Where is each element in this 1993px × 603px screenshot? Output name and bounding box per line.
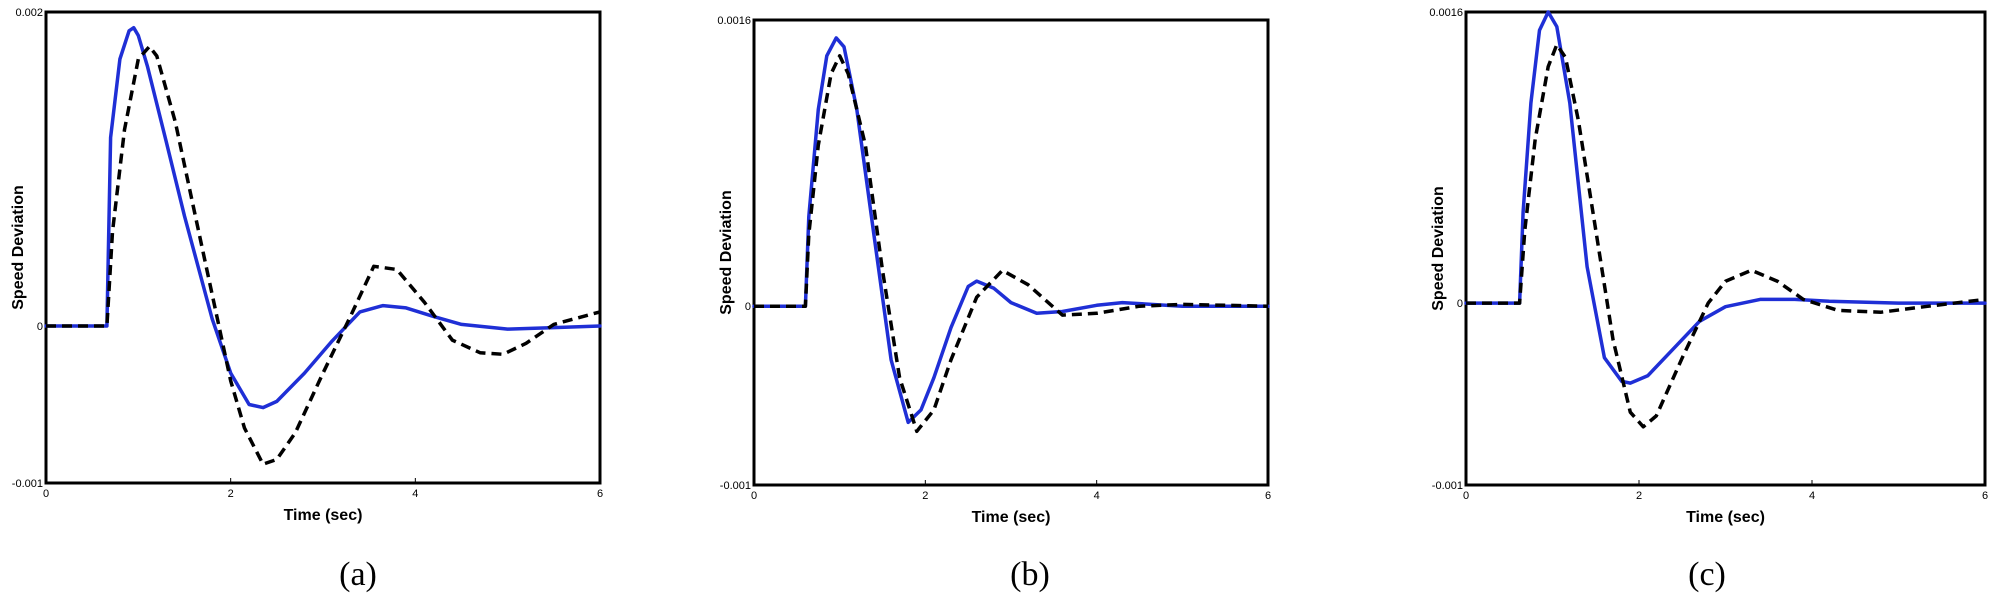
solid-series-line [44,25,602,410]
plot-frame [1464,10,1987,487]
panel-caption: (c) [1688,556,1726,593]
x-axis-label: Time (sec) [1686,509,1765,526]
x-axis-label: Time (sec) [972,509,1051,526]
y-tick-label: -0.001 [720,480,751,492]
x-tick-label: 6 [1982,490,1988,502]
y-tick-label: 0 [37,321,43,333]
x-tick-label: 2 [228,488,234,500]
x-tick-label: 2 [922,490,928,502]
plot-frame [44,10,602,485]
y-tick-label: -0.001 [12,478,43,490]
y-tick-label: -0.001 [1432,480,1463,492]
dashed-series-line [46,44,601,466]
dashed-series-line [754,54,1269,434]
y-tick-label: 0.0016 [717,15,751,27]
dashed-series-line [1466,42,1986,429]
y-axis-label: Speed Deviation [10,185,27,309]
x-tick-label: 4 [1094,490,1100,502]
y-tick-label: 0 [745,301,751,313]
solid-series-line [752,36,1270,425]
x-tick-label: 2 [1636,490,1642,502]
solid-series-line [1464,10,1987,385]
y-axis-label: Speed Deviation [718,190,735,314]
panel-caption: (a) [339,556,377,593]
y-tick-label: 0.002 [15,7,43,19]
x-tick-label: 4 [1809,490,1815,502]
x-tick-label: 0 [751,490,757,502]
x-tick-label: 0 [1463,490,1469,502]
y-tick-label: 0.0016 [1429,7,1463,19]
panel-caption: (b) [1010,556,1050,593]
x-axis-label: Time (sec) [284,507,363,524]
x-tick-label: 6 [597,488,603,500]
y-tick-label: 0 [1457,298,1463,310]
x-tick-label: 6 [1265,490,1271,502]
y-axis-label: Speed Deviation [1430,186,1447,310]
x-tick-label: 4 [412,488,418,500]
plot-frame [752,18,1270,487]
x-tick-label: 0 [43,488,49,500]
